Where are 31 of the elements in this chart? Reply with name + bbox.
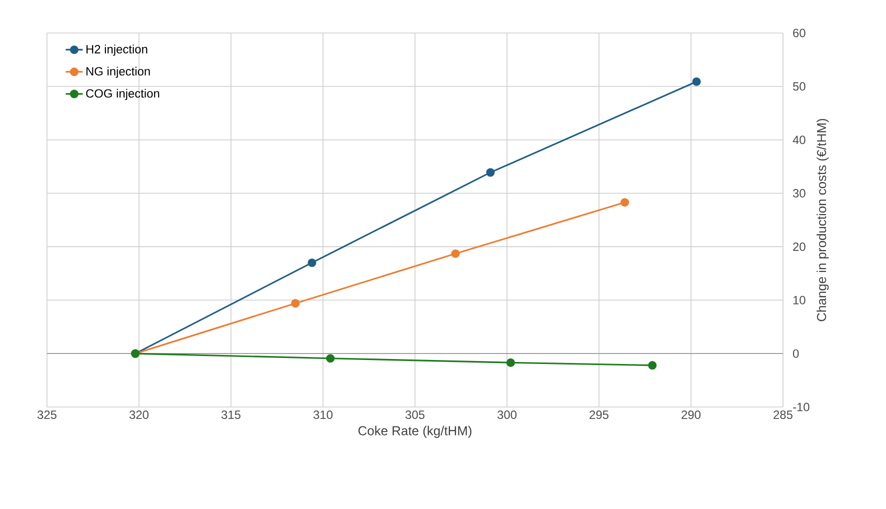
y-tick-label: 30 <box>792 189 806 198</box>
x-tick-label: 285 <box>774 410 792 419</box>
legend-label: COG injection <box>86 88 160 100</box>
point <box>486 168 495 177</box>
y-tick-label: -10 <box>793 402 810 412</box>
point <box>620 198 630 207</box>
x-tick-label: 300 <box>497 410 517 419</box>
y-tick-label: 50 <box>793 82 806 91</box>
x-tick-label: 305 <box>405 410 424 419</box>
point <box>326 354 335 363</box>
point <box>506 358 515 367</box>
point <box>451 249 460 258</box>
y-tick-label: 10 <box>793 296 806 304</box>
legend-label: NG injection <box>86 66 150 78</box>
x-axis-title: Coke Rate (kg/tHM) <box>358 426 472 438</box>
x-tick-label: 325 <box>37 410 56 419</box>
point <box>291 299 300 308</box>
legend-label: H2 injection <box>86 44 148 56</box>
x-tick-label: 290 <box>682 410 701 419</box>
y-axis-title: Change in production costs (€/tHM) <box>816 118 829 322</box>
x-tick-label: 320 <box>129 410 149 419</box>
x-tick-label: 315 <box>221 410 240 419</box>
y-tick-label: 20 <box>793 242 806 251</box>
y-tick-label: 60 <box>793 28 806 38</box>
point <box>308 258 316 268</box>
x-tick-label: 295 <box>590 410 608 419</box>
y-tick-label: 40 <box>792 136 806 144</box>
x-tick-label: 310 <box>313 410 333 419</box>
point <box>692 77 701 86</box>
point <box>648 361 657 370</box>
y-tick-label: 0 <box>792 349 799 358</box>
